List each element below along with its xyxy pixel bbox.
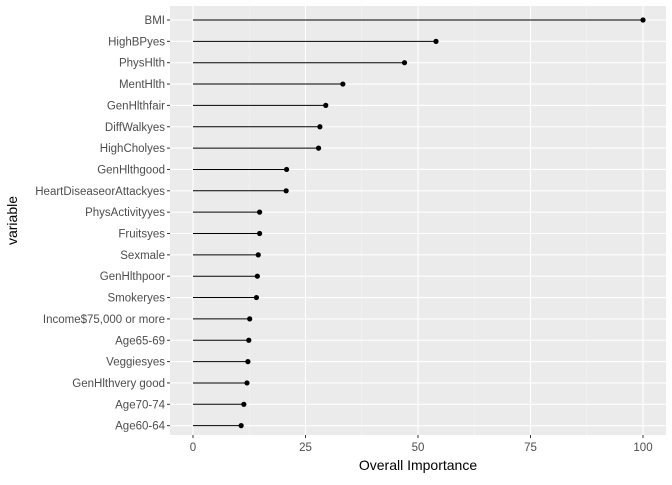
lollipop-point <box>238 423 244 429</box>
lollipop-point <box>323 102 329 108</box>
lollipop-point <box>640 17 646 23</box>
y-tick-label: GenHlthpoor <box>100 271 165 283</box>
x-tick-label: 50 <box>412 442 425 454</box>
lollipop-point <box>315 145 322 151</box>
y-axis-title: variable <box>4 196 20 245</box>
y-tick-label: HighBPyes <box>108 36 165 48</box>
y-tick-label: HeartDiseaseorAttackyes <box>35 186 165 198</box>
y-tick-label: Income$75,000 or more <box>43 314 165 326</box>
y-tick-label: Age70-74 <box>115 399 165 411</box>
mark-layer <box>193 17 646 429</box>
y-tick-label: Fruitsyes <box>118 229 165 241</box>
y-tick-label: Veggiesyes <box>106 357 165 369</box>
lollipop-point <box>244 380 250 386</box>
y-tick-label: GenHlthgood <box>97 164 165 176</box>
lollipop-point <box>247 316 253 322</box>
y-tick-label: PhysActivityyes <box>85 207 165 219</box>
y-tick-label: Smokeryes <box>107 293 165 305</box>
lollipop-point <box>257 230 263 237</box>
y-tick-label: GenHlthvery good <box>72 378 165 390</box>
y-tick-label: PhysHlth <box>119 58 165 70</box>
lollipop-point <box>253 294 260 301</box>
y-tick-label: BMI <box>145 15 165 27</box>
lollipop-point <box>254 273 260 279</box>
x-tick-label: 25 <box>299 442 312 454</box>
x-tick-label: 100 <box>633 442 652 454</box>
y-tick-label: Age65-69 <box>115 335 165 347</box>
lollipop-point <box>401 60 408 66</box>
lollipop-point <box>257 209 263 215</box>
y-tick-label: HighCholyes <box>100 143 165 155</box>
tick-layer: BMI HighBPyes PhysHlth MentHlth GenHlthfair D… <box>35 15 652 454</box>
lollipop-point <box>284 166 290 173</box>
lollipop-point <box>255 252 261 258</box>
y-tick-label: DiffWalkyes <box>105 122 165 134</box>
lollipop-point <box>433 38 439 44</box>
x-axis-title: Overall Importance <box>359 457 477 473</box>
lollipop-point <box>340 81 346 87</box>
x-tick-label: 75 <box>524 442 537 454</box>
y-tick-label: GenHlthfair <box>107 100 165 112</box>
lollipop-point <box>245 359 251 365</box>
y-tick-label: Sexmale <box>120 250 165 262</box>
y-tick-label: Age60-64 <box>115 421 165 433</box>
lollipop-point <box>317 124 323 130</box>
lollipop-point <box>283 188 289 194</box>
x-tick-label: 0 <box>190 442 196 454</box>
lollipop-point <box>246 337 252 343</box>
lollipop-point <box>241 401 247 407</box>
y-tick-label: MentHlth <box>119 79 165 91</box>
